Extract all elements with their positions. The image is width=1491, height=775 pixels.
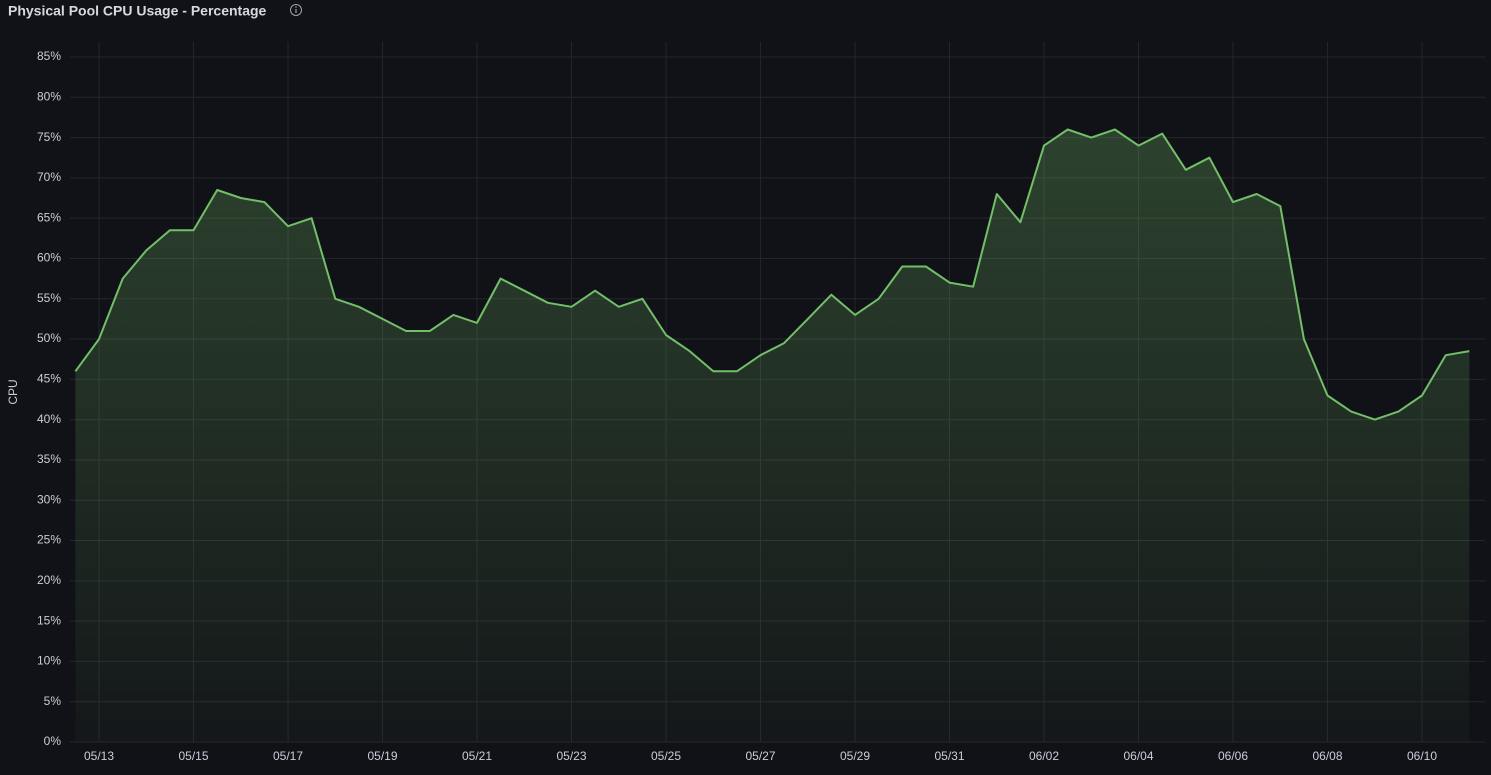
area-fill	[75, 129, 1470, 742]
x-tick-label: 05/15	[179, 749, 209, 763]
info-icon[interactable]	[290, 4, 302, 16]
x-tick-label: 06/02	[1029, 749, 1059, 763]
x-tick-label: 05/21	[462, 749, 492, 763]
series-line	[74, 128, 1470, 421]
y-tick-label: 75%	[37, 130, 61, 144]
y-tick-label: 60%	[37, 251, 61, 265]
x-tick-label: 05/31	[935, 749, 965, 763]
chart-title: Physical Pool CPU Usage - Percentage	[8, 3, 267, 19]
y-tick-label: 35%	[37, 452, 61, 466]
y-tick-label: 10%	[37, 654, 61, 668]
y-tick-label: 65%	[37, 210, 61, 224]
y-tick-label: 50%	[37, 331, 61, 345]
x-tick-label: 05/13	[84, 749, 114, 763]
y-axis-label: CPU	[6, 379, 20, 404]
y-tick-label: 40%	[37, 412, 61, 426]
x-tick-label: 05/19	[368, 749, 398, 763]
y-tick-label: 0%	[44, 734, 62, 748]
y-tick-label: 80%	[37, 89, 61, 103]
x-tick-label: 06/08	[1313, 749, 1343, 763]
x-tick-label: 05/29	[840, 749, 870, 763]
x-tick-label: 05/17	[273, 749, 303, 763]
y-tick-label: 55%	[37, 291, 61, 305]
y-tick-label: 85%	[37, 49, 61, 63]
y-tick-label: 70%	[37, 170, 61, 184]
x-tick-label: 06/06	[1218, 749, 1248, 763]
y-tick-label: 45%	[37, 372, 61, 386]
y-tick-label: 15%	[37, 613, 61, 627]
x-tick-label: 06/10	[1407, 749, 1437, 763]
y-tick-label: 20%	[37, 573, 61, 587]
x-tick-label: 06/04	[1124, 749, 1154, 763]
y-tick-label: 25%	[37, 533, 61, 547]
y-tick-label: 5%	[44, 694, 62, 708]
x-tick-label: 05/23	[557, 749, 587, 763]
x-tick-label: 05/27	[746, 749, 776, 763]
y-tick-label: 30%	[37, 492, 61, 506]
x-tick-label: 05/25	[651, 749, 681, 763]
